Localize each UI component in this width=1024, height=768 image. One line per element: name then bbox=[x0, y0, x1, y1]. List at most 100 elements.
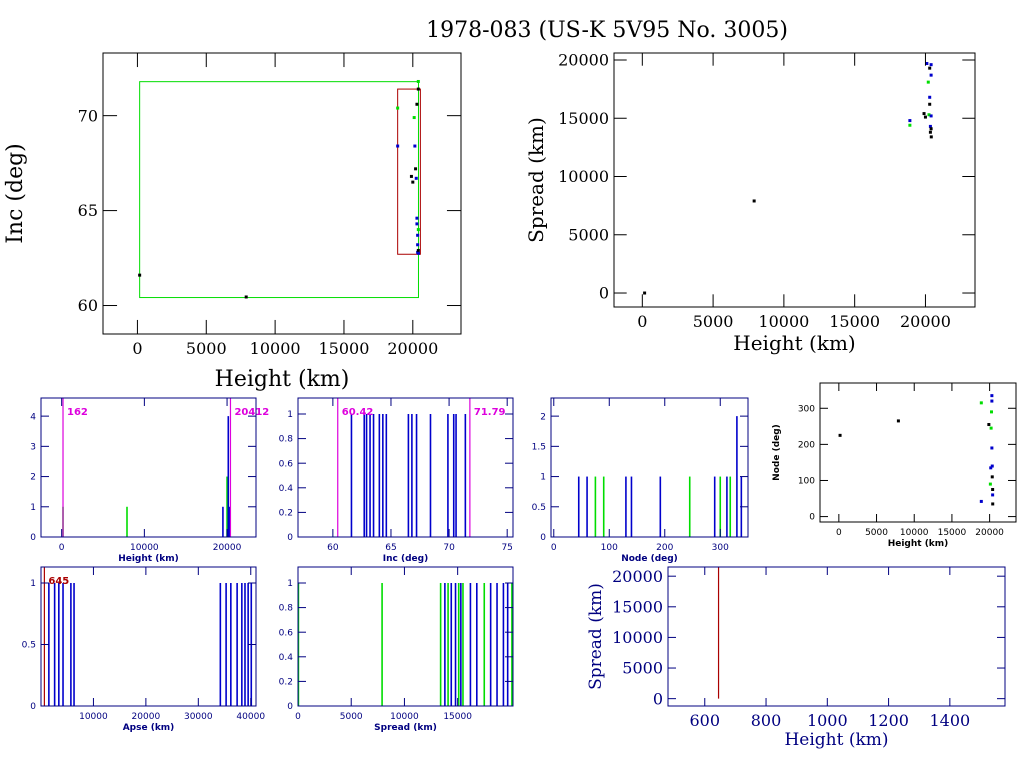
y-tick-label: 0 bbox=[809, 513, 815, 523]
x-tick-label: 0 bbox=[637, 312, 647, 331]
plot-frame bbox=[667, 566, 1006, 707]
x-tick-label: 10000 bbox=[250, 339, 301, 358]
range-marker-label: 645 bbox=[48, 576, 69, 587]
x-tick-label: 100 bbox=[601, 543, 618, 553]
y-tick-label: 15000 bbox=[558, 109, 609, 128]
data-point bbox=[989, 466, 993, 470]
y-tick-label: 3 bbox=[30, 442, 36, 452]
x-tick-label: 30000 bbox=[184, 712, 213, 722]
y-tick-label: 0 bbox=[653, 689, 663, 708]
x-axis-label: Inc (deg) bbox=[383, 554, 428, 564]
data-point bbox=[929, 73, 933, 77]
page-title: 1978-083 (US-K 5V95 No. 3005) bbox=[426, 18, 788, 43]
y-tick-label: 0.5 bbox=[532, 503, 546, 513]
data-point bbox=[415, 216, 419, 220]
data-point bbox=[988, 482, 992, 486]
data-point bbox=[928, 124, 932, 128]
x-tick-label: 5000 bbox=[186, 339, 227, 358]
chart-1: 0 5000 10000 15000 20000 60 65 70 Height (km) Inc… bbox=[3, 52, 462, 392]
y-tick-label: 0.4 bbox=[279, 653, 294, 663]
plot-frame bbox=[613, 52, 976, 308]
x-tick-label: 65 bbox=[385, 543, 396, 553]
data-point bbox=[416, 87, 420, 91]
x-axis-label: Height (km) bbox=[118, 554, 179, 564]
y-tick-label: 100 bbox=[798, 477, 815, 487]
y-tick-label: 0 bbox=[30, 702, 36, 712]
chart-4: 60.42 71.79 60 65 70 75 0 0.2 0.4 0.6 0.8 1 Inc (deg… bbox=[279, 397, 514, 564]
data-point bbox=[929, 135, 933, 139]
x-tick-label: 10000 bbox=[390, 712, 419, 722]
y-tick-label: 65 bbox=[78, 201, 98, 220]
data-point bbox=[925, 61, 929, 65]
y-tick-label: 15000 bbox=[612, 597, 663, 616]
y-tick-label: 10000 bbox=[558, 167, 609, 186]
range-marker-label: 20412 bbox=[234, 407, 269, 418]
data-point bbox=[990, 399, 994, 403]
y-tick-label: 0 bbox=[30, 533, 36, 543]
data-point bbox=[414, 176, 418, 180]
data-point bbox=[987, 423, 991, 427]
y-tick-label: 20000 bbox=[612, 567, 663, 586]
chart-5: 0 100 200 300 0 0.5 1 1.5 2 Node (deg) bbox=[532, 397, 749, 564]
x-tick-label: 20000 bbox=[975, 528, 1004, 538]
x-tick-label: 600 bbox=[689, 711, 720, 730]
chart-6: 0 5000 10000 15000 20000 0 100 200 300 Height (km… bbox=[772, 382, 1017, 549]
plot-frame bbox=[102, 52, 462, 335]
y-tick-label: 4 bbox=[30, 412, 36, 422]
x-axis-label: Height (km) bbox=[215, 367, 350, 392]
y-tick-label: 5000 bbox=[568, 225, 609, 244]
y-tick-label: 1 bbox=[287, 579, 293, 589]
data-point bbox=[928, 66, 932, 70]
data-point bbox=[927, 113, 931, 117]
x-tick-label: 1000 bbox=[807, 711, 848, 730]
chart-8: 0 5000 10000 15000 0 0.2 0.4 0.6 0.8 1 Spread (km) bbox=[279, 566, 514, 733]
data-point bbox=[908, 119, 912, 123]
y-tick-label: 60 bbox=[78, 296, 98, 315]
data-point bbox=[415, 102, 419, 106]
x-tick-label: 40000 bbox=[236, 712, 265, 722]
x-tick-label: 15000 bbox=[829, 312, 880, 331]
chart-7: 645 10000 20000 30000 40000 0 0.5 1 Apse (km) bbox=[22, 566, 265, 733]
y-tick-label: 20000 bbox=[558, 51, 609, 70]
data-point bbox=[416, 233, 420, 237]
y-tick-label: 70 bbox=[78, 106, 98, 125]
x-tick-label: 1200 bbox=[868, 711, 909, 730]
data-point bbox=[896, 419, 900, 423]
x-tick-label: 10000 bbox=[758, 312, 809, 331]
y-tick-label: 2 bbox=[540, 412, 546, 422]
data-point bbox=[989, 426, 993, 430]
data-point bbox=[928, 102, 932, 106]
chart-9: 600 800 1000 1200 1400 0 5000 10000 15000 20000 He… bbox=[586, 566, 1006, 750]
data-point bbox=[922, 112, 926, 116]
range-marker-label: 71.79 bbox=[474, 407, 506, 418]
data-point bbox=[979, 401, 983, 405]
data-point bbox=[414, 167, 418, 171]
data-point bbox=[412, 116, 416, 120]
data-point bbox=[416, 228, 420, 232]
data-point bbox=[929, 114, 933, 118]
data-point bbox=[409, 174, 413, 178]
x-tick-label: 20000 bbox=[213, 543, 242, 553]
y-tick-label: 5000 bbox=[622, 659, 663, 678]
y-tick-label: 0.8 bbox=[279, 435, 294, 445]
x-tick-label: 15000 bbox=[443, 712, 472, 722]
x-tick-label: 20000 bbox=[900, 312, 951, 331]
data-point bbox=[752, 199, 756, 203]
data-point bbox=[926, 80, 930, 84]
data-point bbox=[413, 144, 417, 148]
data-point bbox=[979, 499, 983, 503]
x-tick-label: 10000 bbox=[900, 528, 929, 538]
x-tick-label: 75 bbox=[501, 543, 512, 553]
plot-frame bbox=[297, 566, 514, 707]
x-tick-label: 0 bbox=[132, 339, 142, 358]
x-tick-label: 70 bbox=[443, 543, 455, 553]
y-tick-label: 0 bbox=[540, 533, 546, 543]
chart-3: 162 20412 0 10000 20000 0 1 2 3 4 Height (km) bbox=[30, 397, 269, 564]
data-point bbox=[928, 95, 932, 99]
data-point bbox=[396, 106, 400, 110]
y-tick-label: 0.6 bbox=[279, 459, 294, 469]
y-tick-label: 1 bbox=[540, 473, 546, 483]
data-point bbox=[838, 433, 842, 437]
x-tick-label: 0 bbox=[59, 543, 65, 553]
